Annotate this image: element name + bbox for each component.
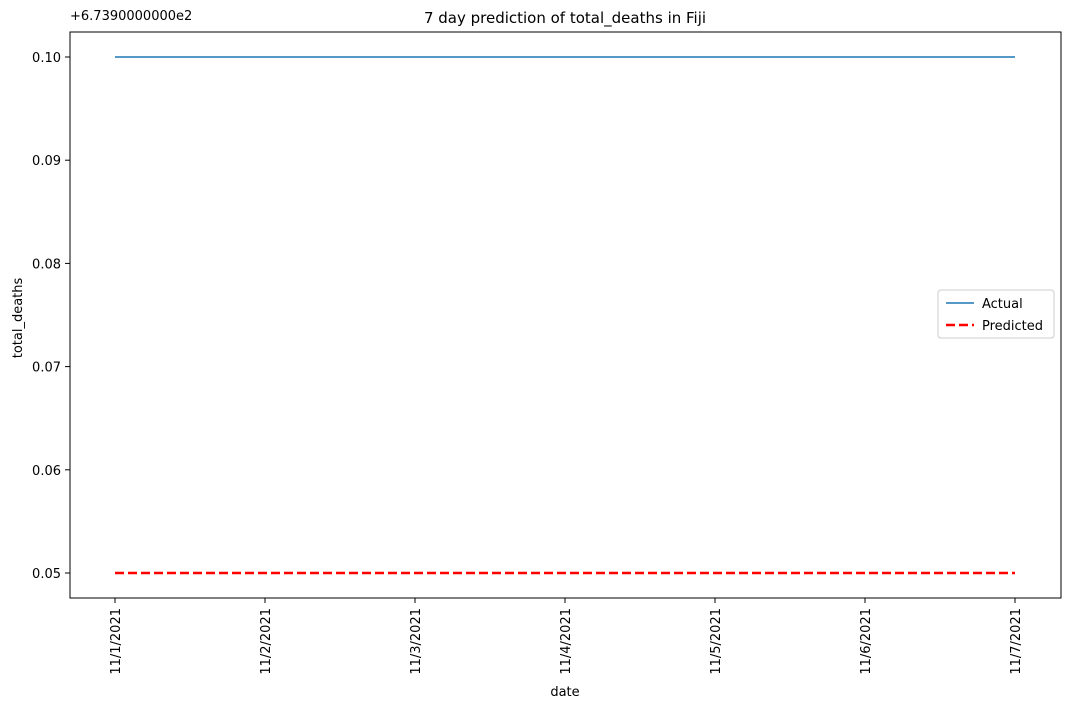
y-offset-label: +6.7390000000e2 xyxy=(70,9,192,24)
x-axis-label: date xyxy=(550,685,579,700)
plot-frame xyxy=(69,31,1062,599)
y-tick-label: 0.09 xyxy=(32,154,61,169)
x-tick-label: 11/2/2021 xyxy=(259,608,274,675)
y-tick-label: 0.10 xyxy=(32,51,61,66)
legend: Actual Predicted xyxy=(937,289,1055,339)
y-tick-label: 0.05 xyxy=(32,567,61,582)
y-tick-label: 0.06 xyxy=(32,464,61,479)
chart-title: 7 day prediction of total_deaths in Fiji xyxy=(424,9,706,28)
series-layer xyxy=(115,56,1015,575)
x-tick-label: 11/6/2021 xyxy=(859,608,874,675)
x-tick-label: 11/1/2021 xyxy=(109,608,124,675)
plot-area xyxy=(69,31,1062,599)
x-tick-label: 11/7/2021 xyxy=(1009,608,1024,675)
y-tick-label: 0.07 xyxy=(32,361,61,376)
axes-layer: 11/1/2021 11/2/2021 11/3/2021 11/4/2021 11/5… xyxy=(32,51,1024,675)
x-tick-label: 11/3/2021 xyxy=(409,608,424,675)
y-tick-label: 0.08 xyxy=(32,257,61,272)
legend-label: Predicted xyxy=(982,319,1043,334)
x-tick-label: 11/5/2021 xyxy=(709,608,724,675)
y-axis-label: total_deaths xyxy=(11,278,26,359)
legend-label: Actual xyxy=(982,297,1023,312)
x-tick-label: 11/4/2021 xyxy=(559,608,574,675)
